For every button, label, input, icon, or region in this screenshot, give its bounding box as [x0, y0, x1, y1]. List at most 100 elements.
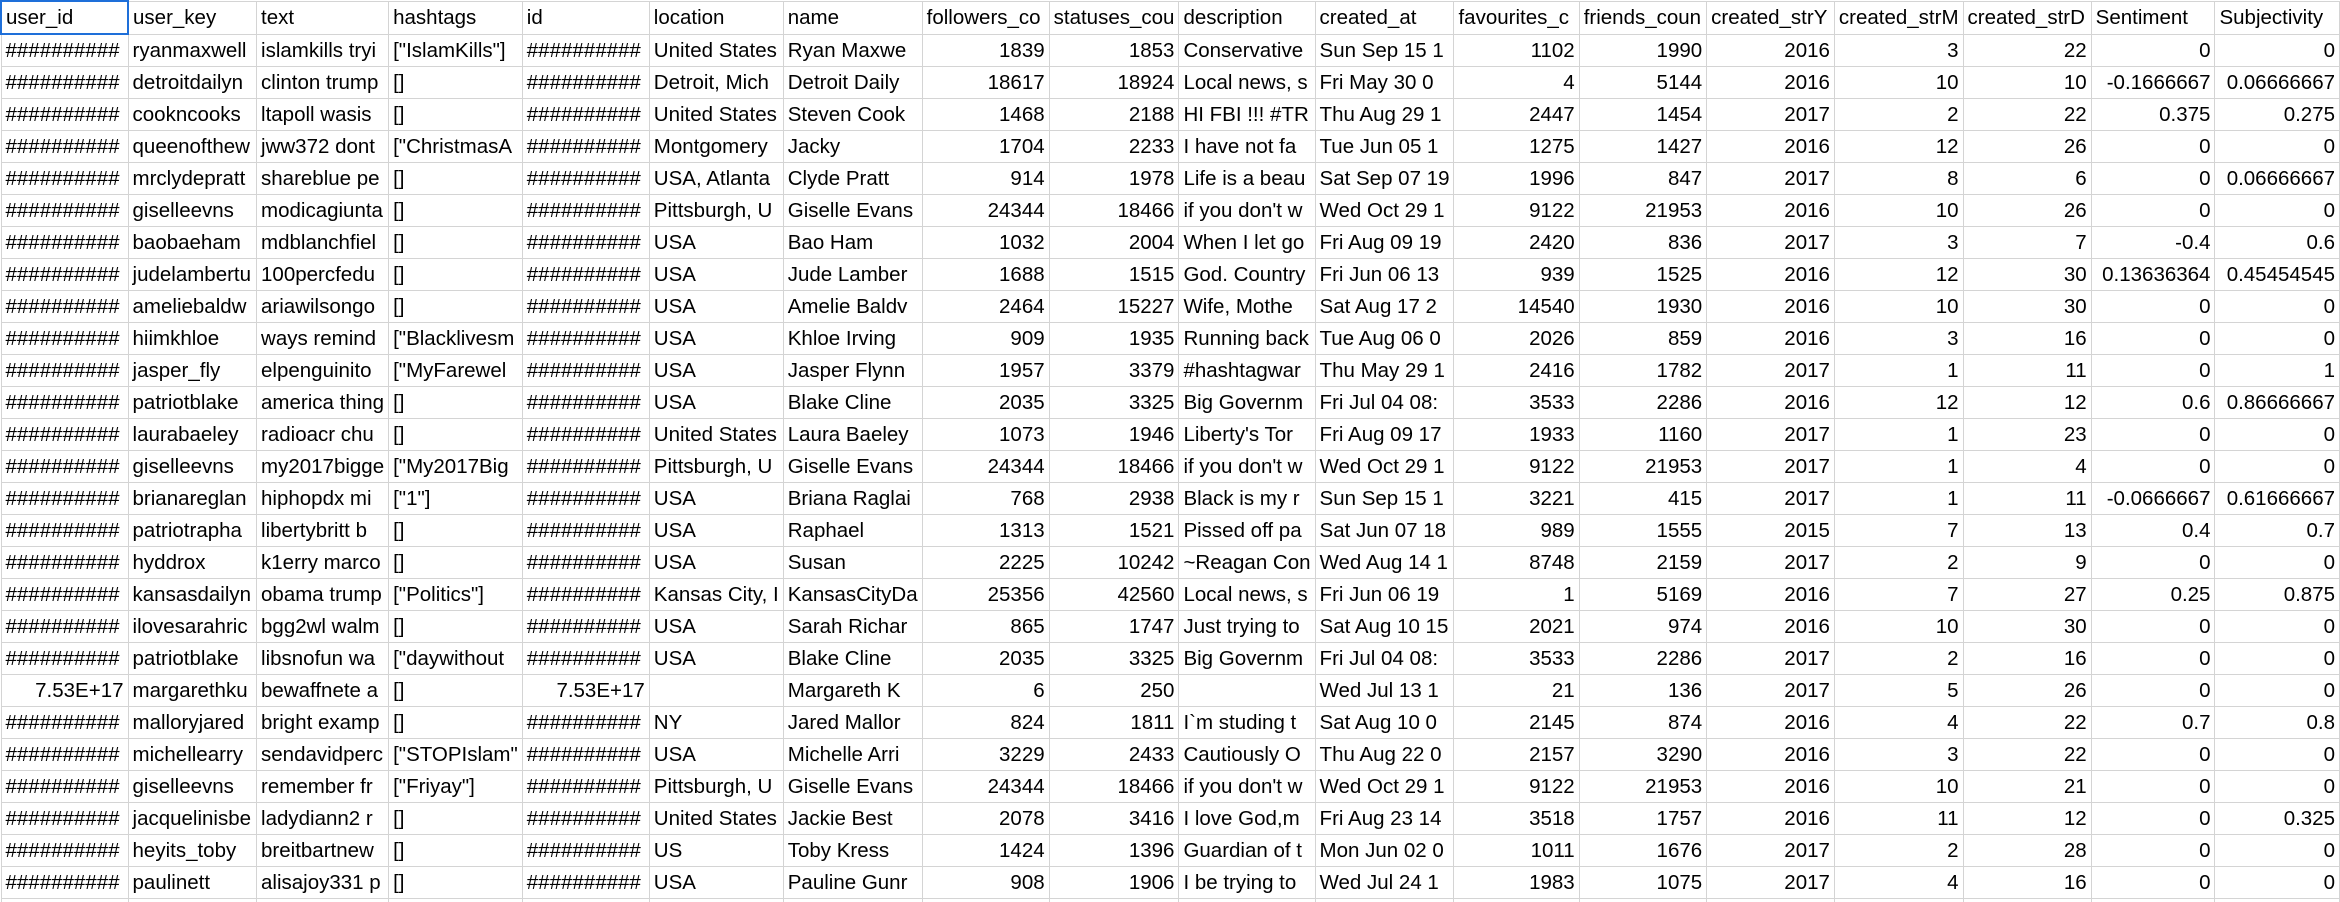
column-header-created-strm[interactable]: created_strM — [1833, 0, 1964, 35]
cell[interactable]: Fri May 30 0 — [1314, 66, 1455, 99]
cell[interactable]: Montgomery — [648, 130, 784, 163]
cell[interactable]: 2016 — [1706, 194, 1835, 227]
cell[interactable]: 1313 — [921, 514, 1050, 547]
cell[interactable]: ########## — [521, 546, 650, 579]
cell[interactable]: ["1"] — [388, 482, 523, 515]
cell[interactable]: 2016 — [1706, 802, 1835, 835]
cell[interactable]: k1erry marco — [256, 546, 390, 579]
cell[interactable]: ########## — [0, 642, 129, 675]
cell[interactable]: ########## — [0, 770, 129, 803]
cell[interactable]: Local news, s — [1178, 578, 1316, 611]
cell[interactable]: 0 — [2090, 738, 2216, 771]
cell[interactable]: 12 — [1962, 386, 2092, 419]
cell[interactable]: mdblanchfiel — [256, 226, 390, 259]
cell[interactable]: ########## — [0, 866, 129, 899]
cell[interactable]: if you don't w — [1178, 194, 1316, 227]
cell[interactable]: 10 — [1833, 194, 1964, 227]
cell[interactable]: ########## — [0, 706, 129, 739]
cell[interactable]: 1454 — [1578, 98, 1708, 131]
cell[interactable]: I be trying to — [1178, 866, 1316, 899]
cell[interactable]: [] — [388, 514, 523, 547]
cell[interactable]: 2233 — [1048, 130, 1180, 163]
cell[interactable]: 11 — [1962, 354, 2092, 387]
cell[interactable]: ameliebaldw — [127, 290, 258, 323]
cell[interactable]: Pittsburgh, U — [648, 898, 784, 902]
cell[interactable]: mrclydepratt — [127, 162, 258, 195]
cell[interactable]: 1468 — [921, 98, 1050, 131]
cell[interactable]: Giselle Evans — [782, 770, 923, 803]
cell[interactable]: 18617 — [921, 66, 1050, 99]
cell[interactable]: 0 — [2214, 130, 2340, 163]
cell[interactable]: ########## — [521, 514, 650, 547]
cell[interactable]: 2433 — [1048, 738, 1180, 771]
cell[interactable]: 0 — [2090, 834, 2216, 867]
cell[interactable]: 0.8 — [2214, 706, 2340, 739]
cell[interactable]: ["ChristmasA — [388, 130, 523, 163]
cell[interactable]: 3 — [1833, 226, 1964, 259]
cell[interactable]: elpenguinito — [256, 354, 390, 387]
cell[interactable]: 11 — [1962, 482, 2092, 515]
cell[interactable] — [648, 674, 784, 707]
cell[interactable]: 100percfedu — [256, 258, 390, 291]
cell[interactable]: ilovesarahric — [127, 610, 258, 643]
cell[interactable]: NY — [648, 706, 784, 739]
cell[interactable]: Briana Raglai — [782, 482, 923, 515]
cell[interactable]: ########## — [521, 578, 650, 611]
cell[interactable]: giselleevns — [127, 194, 258, 227]
cell[interactable]: 2188 — [1048, 98, 1180, 131]
cell[interactable]: 8748 — [1453, 546, 1580, 579]
cell[interactable]: ########## — [521, 898, 650, 902]
cell[interactable]: ########## — [521, 738, 650, 771]
cell[interactable]: 0.13636364 — [2090, 258, 2216, 291]
cell[interactable]: United States — [648, 418, 784, 451]
cell[interactable]: ########## — [0, 386, 129, 419]
column-header-created-strd[interactable]: created_strD — [1962, 0, 2092, 35]
cell[interactable]: paulinett — [127, 866, 258, 899]
cell[interactable]: ["My2017Big — [388, 450, 523, 483]
cell[interactable]: ########## — [521, 354, 650, 387]
cell[interactable]: 3533 — [1453, 642, 1580, 675]
cell[interactable]: Sat Aug 17 2 — [1314, 290, 1455, 323]
cell[interactable]: USA — [648, 610, 784, 643]
cell[interactable]: Sat Jun 07 18 — [1314, 514, 1455, 547]
cell[interactable]: Wed Jul 24 1 — [1314, 866, 1455, 899]
cell[interactable]: [] — [388, 258, 523, 291]
cell[interactable]: ########## — [521, 290, 650, 323]
cell[interactable]: 24344 — [921, 770, 1050, 803]
cell[interactable]: Wed Jul 13 1 — [1314, 674, 1455, 707]
cell[interactable]: 2004 — [1048, 226, 1180, 259]
cell[interactable]: 0.45454545 — [2214, 258, 2340, 291]
cell[interactable]: ########## — [0, 226, 129, 259]
cell[interactable]: jacquelinisbe — [127, 802, 258, 835]
cell[interactable]: 3229 — [921, 738, 1050, 771]
cell[interactable]: Amelie Baldv — [782, 290, 923, 323]
cell[interactable]: 250 — [1048, 674, 1180, 707]
cell[interactable]: USA — [648, 546, 784, 579]
cell[interactable]: ########## — [521, 866, 650, 899]
cell[interactable]: 0 — [2090, 33, 2216, 67]
column-header-user-key[interactable]: user_key — [127, 0, 258, 35]
cell[interactable]: I have not fa — [1178, 130, 1316, 163]
cell[interactable]: 42560 — [1048, 578, 1180, 611]
cell[interactable]: 2420 — [1453, 226, 1580, 259]
cell[interactable]: ########## — [521, 418, 650, 451]
cell[interactable]: 1525 — [1578, 258, 1708, 291]
cell[interactable]: ########## — [0, 354, 129, 387]
cell[interactable]: 3325 — [1048, 642, 1180, 675]
cell[interactable]: 1011 — [1453, 834, 1580, 867]
cell[interactable]: 2016 — [1706, 290, 1835, 323]
cell[interactable]: Sat Aug 10 15 — [1314, 610, 1455, 643]
cell[interactable]: Fri Aug 09 19 — [1314, 226, 1455, 259]
cell[interactable]: [] — [388, 898, 523, 902]
cell[interactable]: 25356 — [921, 578, 1050, 611]
cell[interactable]: USA — [648, 322, 784, 355]
cell[interactable]: 2286 — [1578, 386, 1708, 419]
cell[interactable]: 2 — [1833, 98, 1964, 131]
cell[interactable]: 2017 — [1706, 866, 1835, 899]
cell[interactable]: 4 — [1962, 450, 2092, 483]
cell[interactable]: USA — [648, 290, 784, 323]
cell[interactable]: 0.875 — [2214, 578, 2340, 611]
cell[interactable]: [] — [388, 290, 523, 323]
cell[interactable]: ########## — [0, 898, 129, 902]
cell[interactable]: 1515 — [1048, 258, 1180, 291]
